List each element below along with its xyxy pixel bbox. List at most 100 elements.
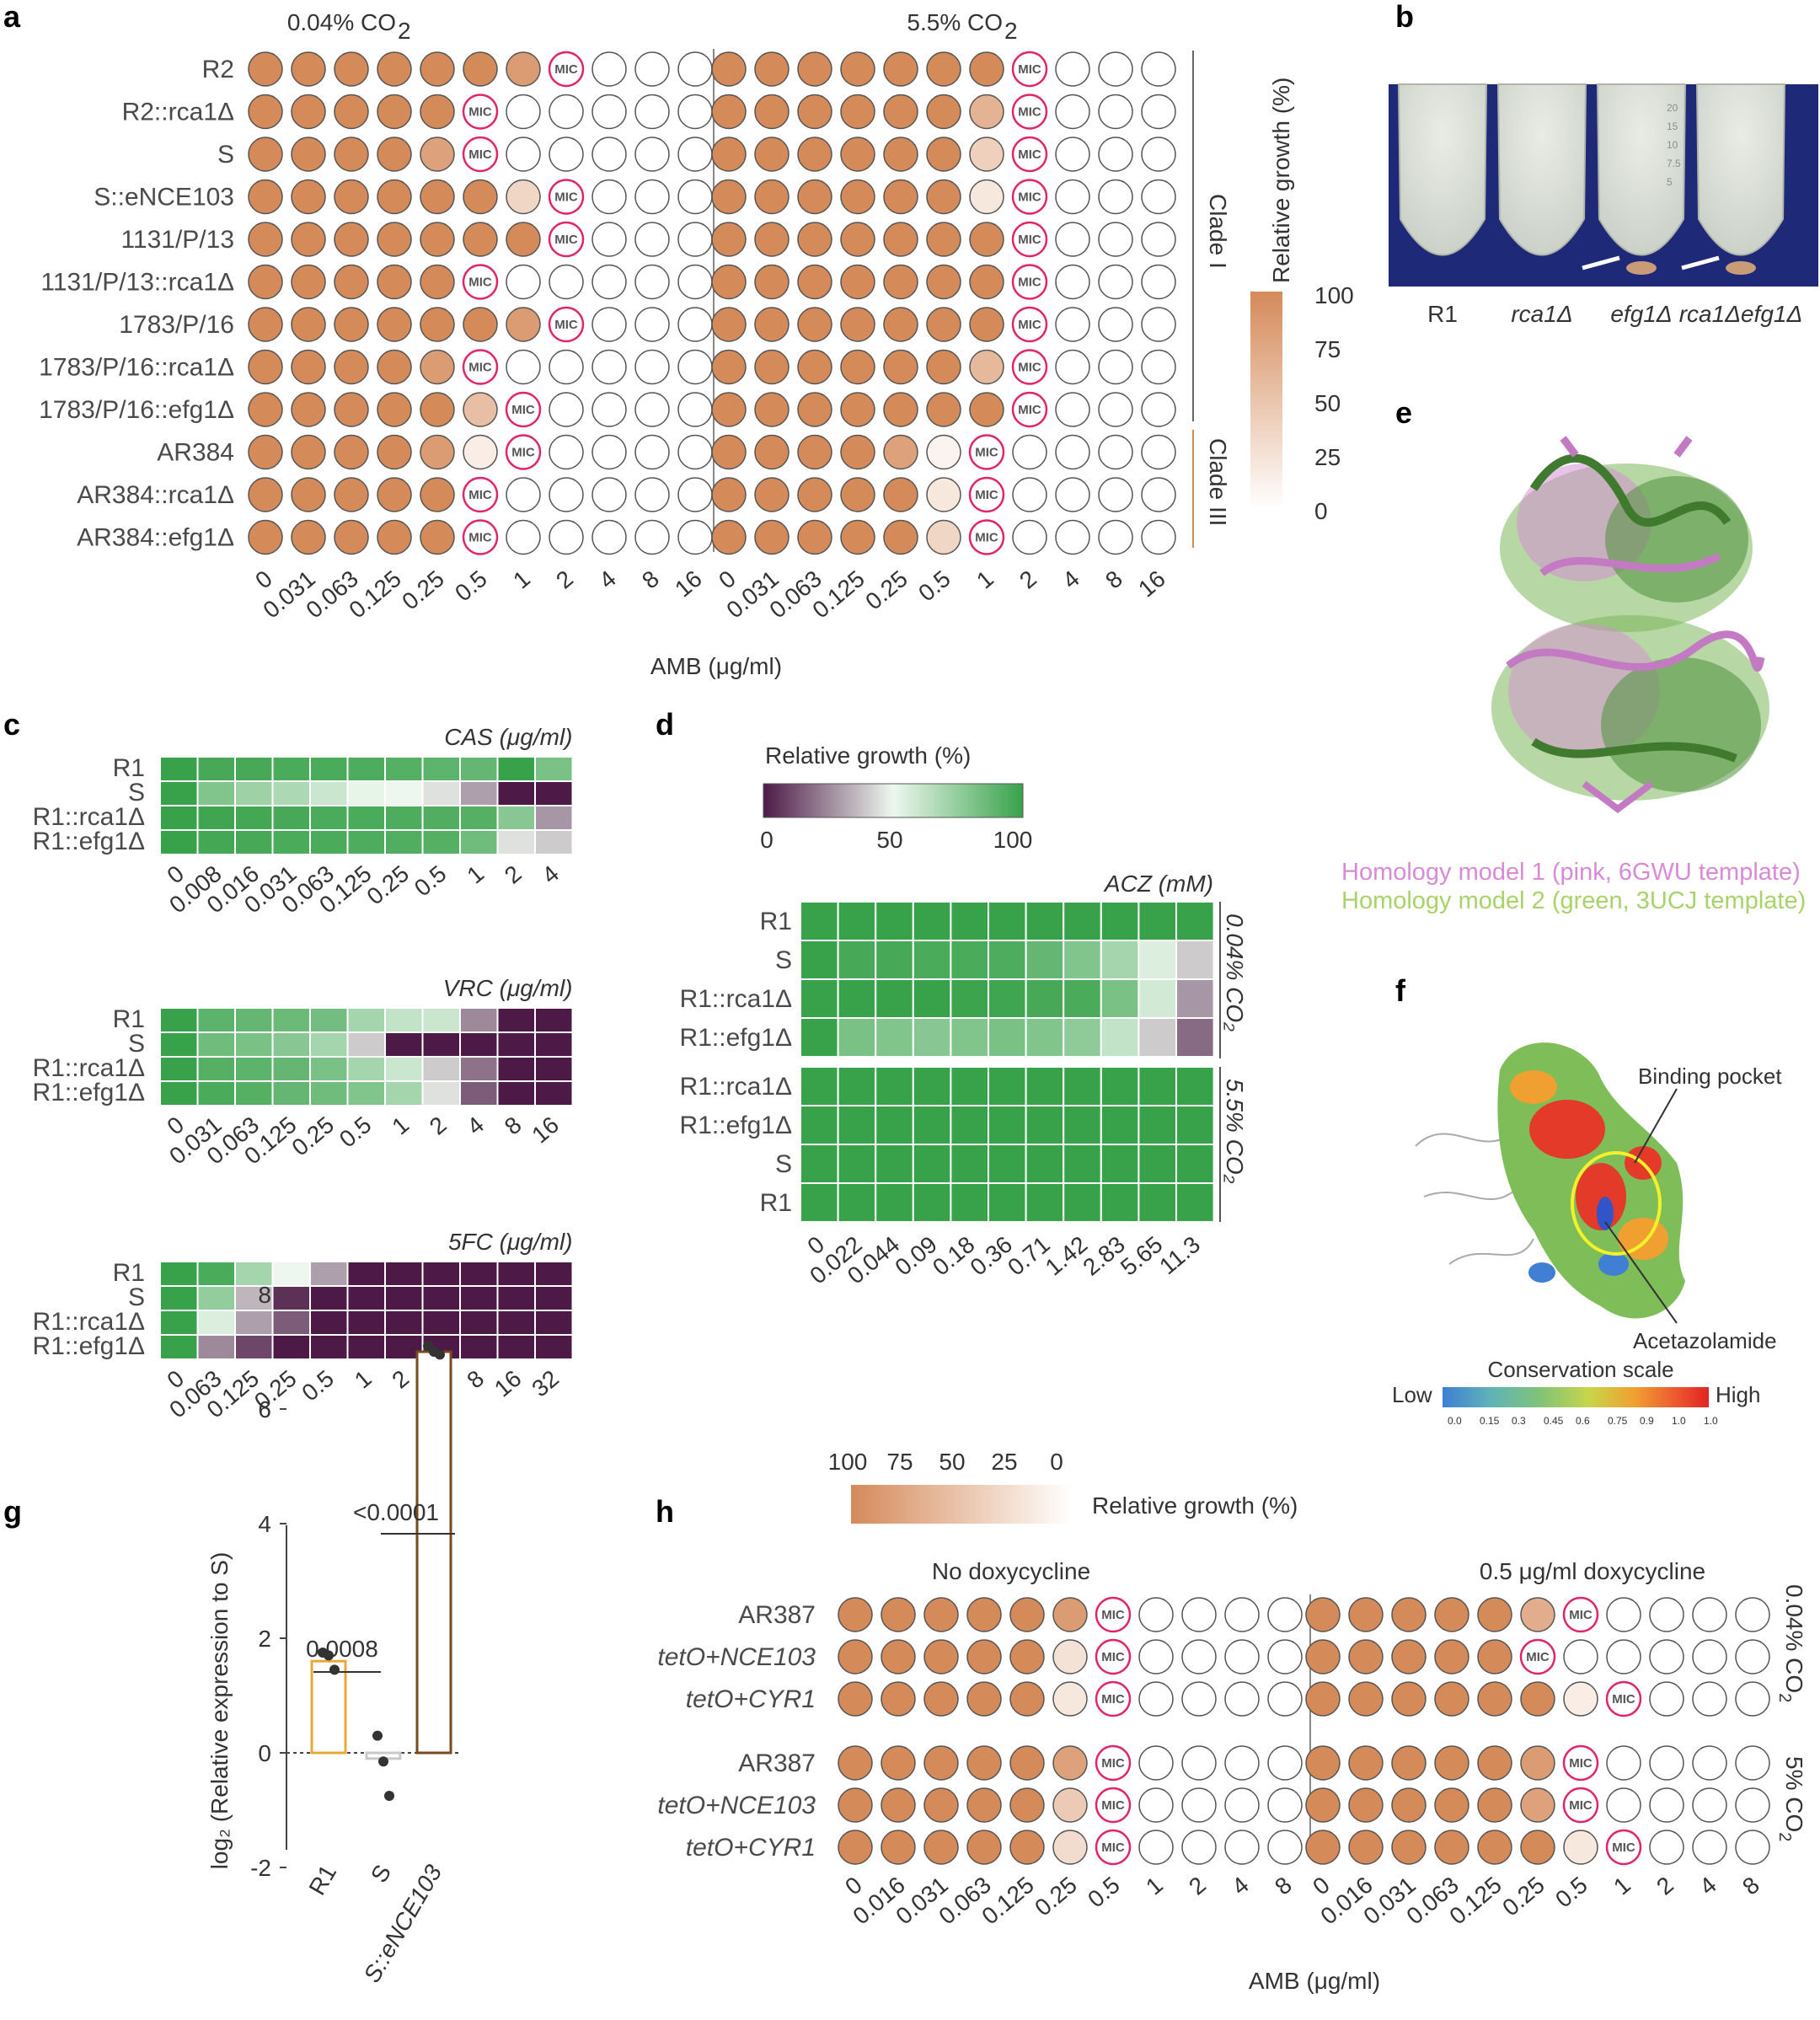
growth-circle — [592, 137, 627, 172]
growth-circle — [926, 392, 961, 427]
growth-circle — [248, 222, 283, 257]
growth-circle — [1052, 1597, 1088, 1632]
heatmap-cell — [1063, 1066, 1102, 1106]
growth-circle — [1348, 1830, 1384, 1865]
panel-a-legend-title: Relative growth (%) — [1268, 78, 1294, 283]
heatmap-cell — [196, 1261, 236, 1287]
growth-circle — [291, 477, 326, 512]
growth-circle — [969, 51, 1004, 87]
growth-circle — [1735, 1681, 1770, 1717]
growth-circle — [926, 477, 961, 512]
model-1-legend: Homology model 1 (pink, 6GWU template) — [1341, 859, 1801, 886]
heatmap-cell — [1175, 1105, 1215, 1145]
panel-a: 0.04% CO 2 5.5% CO 2 R2R2::rca1ΔSS::eNCE… — [39, 9, 1354, 679]
heatmap-cell — [837, 1105, 877, 1145]
heatmap-cell — [159, 1007, 199, 1033]
panel-c-tick-label: 2 — [387, 1365, 414, 1394]
panel-a-tick-label: 0.5 — [450, 565, 492, 607]
growth-circle — [592, 51, 627, 87]
growth-circle — [1055, 434, 1090, 470]
panel-h-row-label: AR387 — [738, 1601, 816, 1629]
heatmap-cell — [496, 805, 536, 831]
growth-circle — [677, 349, 713, 385]
growth-circle — [797, 307, 832, 342]
growth-circle — [968, 476, 1005, 513]
panel-c-heatmap: VRC (μg/ml)R1SR1::rca1ΔR1::efg1Δ00.0310.… — [33, 975, 574, 1170]
heatmap-cell — [912, 1144, 952, 1184]
growth-circle — [1477, 1639, 1512, 1674]
heatmap-cell — [159, 1334, 199, 1360]
binding-pocket-circle — [1571, 1151, 1662, 1256]
growth-circle — [1606, 1639, 1641, 1674]
growth-circle — [966, 1830, 1002, 1865]
heatmap-cell — [421, 1056, 461, 1082]
growth-circle — [1181, 1745, 1217, 1781]
growth-circle — [592, 519, 627, 555]
growth-circle — [1649, 1830, 1684, 1865]
growth-circle — [1224, 1745, 1260, 1781]
growth-circle — [1052, 1830, 1088, 1865]
panel-c-drug-label: VRC (μg/ml) — [443, 975, 573, 1001]
growth-circle — [506, 222, 541, 257]
heatmap-cell — [159, 829, 199, 855]
growth-circle — [797, 137, 832, 172]
growth-circle — [1098, 392, 1133, 427]
growth-circle — [506, 94, 541, 130]
growth-circle — [883, 264, 918, 300]
growth-circle — [549, 264, 584, 300]
heatmap-cell — [384, 1031, 424, 1058]
growth-circle — [840, 434, 875, 470]
heatmap-cell — [346, 1007, 386, 1033]
mic-label: MIC — [1569, 1798, 1592, 1813]
heatmap-cell — [1063, 1017, 1102, 1058]
panel-c-tick-label: 0.25 — [249, 1365, 302, 1415]
heatmap-cell — [459, 1007, 499, 1033]
heatmap-cell — [159, 756, 199, 782]
heatmap-cell — [309, 1080, 349, 1106]
heatmap-cell — [346, 1334, 386, 1360]
panel-c-tick-label: 16 — [527, 1112, 564, 1149]
growth-circle — [1181, 1787, 1217, 1823]
panel-h-tick-label: 2 — [1184, 1872, 1211, 1900]
growth-circle — [1305, 1830, 1341, 1865]
panel-c-tick-label: 4 — [537, 860, 564, 889]
panel-a-tick-label: 4 — [594, 565, 621, 594]
growth-circle — [1095, 1638, 1132, 1675]
panel-c-tick-label: 4 — [462, 1112, 489, 1140]
panel-a-tick-label: 0.25 — [860, 565, 913, 615]
panel-g-label: g — [3, 1494, 22, 1529]
heatmap-cell — [1138, 901, 1178, 941]
panel-a-condition-high-sub: 2 — [1004, 18, 1018, 44]
heatmap-cell — [1100, 901, 1140, 941]
growth-circle — [754, 392, 790, 427]
panel-a-legend-tick: 100 — [1314, 282, 1354, 308]
growth-circle — [592, 94, 627, 130]
growth-circle — [966, 1597, 1002, 1632]
heatmap-cell — [912, 978, 952, 1019]
panel-d-row-label: S — [775, 1150, 792, 1178]
replicate-point — [435, 1349, 445, 1360]
growth-circle — [969, 349, 1004, 385]
panel-h-legend-tick: 25 — [991, 1449, 1017, 1475]
growth-circle — [1520, 1681, 1555, 1717]
growth-circle — [1434, 1787, 1469, 1823]
growth-circle — [1011, 264, 1048, 300]
heatmap-cell — [837, 940, 877, 980]
growth-circle — [549, 137, 584, 172]
heatmap-cell — [950, 901, 990, 941]
growth-circle — [1141, 307, 1176, 342]
growth-circle — [926, 94, 961, 130]
heatmap-cell — [534, 1031, 574, 1058]
heatmap-cell — [988, 1105, 1027, 1145]
growth-circle — [377, 137, 412, 172]
growth-circle — [966, 1787, 1002, 1823]
growth-circle — [1348, 1787, 1384, 1823]
growth-circle — [1052, 1681, 1088, 1717]
growth-circle — [883, 392, 918, 427]
growth-circle — [1098, 519, 1133, 555]
panel-h-tick-label: 1 — [1141, 1872, 1168, 1900]
growth-circle — [1011, 136, 1048, 173]
growth-circle — [711, 349, 747, 385]
panel-h-tick-label: 0.25 — [1497, 1872, 1550, 1921]
panel-a-tick-label: 8 — [637, 565, 664, 594]
